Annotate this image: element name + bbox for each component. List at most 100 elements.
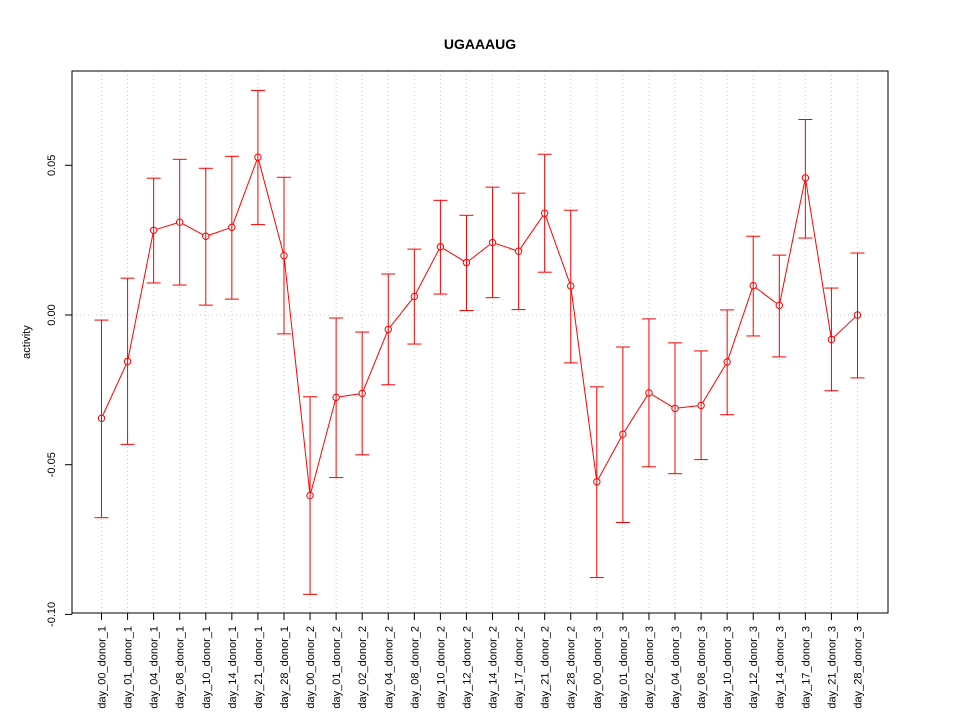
x-tick-label: day_12_donor_3 [748, 626, 760, 709]
data-point [384, 325, 392, 334]
x-tick-label: day_14_donor_3 [774, 626, 786, 709]
data-point [488, 238, 497, 247]
x-tick-label: day_04_donor_1 [149, 626, 161, 709]
series-line-segment [833, 316, 856, 338]
series-line-segment [339, 393, 360, 398]
data-point [280, 252, 288, 260]
x-tick-label: day_00_donor_2 [305, 626, 317, 709]
data-point [593, 478, 601, 486]
x-tick-label: day_21_donor_2 [540, 626, 552, 709]
x-tick-label: day_10_donor_2 [435, 626, 447, 709]
x-tick-label: day_17_donor_2 [514, 626, 526, 709]
data-point [540, 209, 549, 217]
series-line-segment [258, 160, 284, 253]
data-series [94, 89, 865, 595]
series-line-segment [156, 222, 177, 230]
data-point [801, 174, 810, 182]
series-line-segment [310, 400, 336, 493]
data-point [567, 282, 575, 290]
data-point [671, 404, 679, 413]
x-tick-label: day_17_donor_3 [800, 626, 812, 709]
x-tick-label: day_14_donor_2 [488, 626, 500, 709]
x-tick-label: day_21_donor_1 [253, 626, 265, 709]
x-tick-label: day_28_donor_2 [566, 626, 578, 709]
series-line-segment [232, 160, 258, 225]
data-point [775, 301, 783, 310]
x-tick-label: day_01_donor_3 [618, 626, 630, 709]
data-point [306, 491, 314, 500]
x-axis: day_00_donor_1 day_01_donor_1 day_04_donor… [97, 612, 865, 709]
x-tick-label: day_10_donor_3 [722, 626, 734, 709]
x-tick-label: day_00_donor_3 [592, 626, 604, 709]
plot-frame [71, 70, 889, 614]
series-line-segment [651, 394, 673, 408]
series-line-segment [624, 395, 648, 432]
y-tick-label: 0.00 [46, 304, 58, 325]
series-line-segment [415, 249, 440, 294]
series-line-segment [779, 180, 806, 303]
data-point [228, 223, 236, 231]
x-tick-label: day_28_donor_3 [853, 626, 865, 709]
series-line-segment [102, 364, 127, 416]
data-point [645, 389, 653, 397]
x-tick-label: day_10_donor_1 [201, 626, 213, 709]
x-tick-label: day_02_donor_3 [644, 626, 656, 709]
y-tick-label: -0.05 [46, 452, 58, 477]
series-line-segment [389, 298, 413, 328]
x-tick-label: day_08_donor_3 [696, 626, 708, 709]
x-tick-label: day_08_donor_2 [409, 626, 421, 709]
x-tick-label: day_01_donor_2 [331, 626, 343, 709]
data-point [202, 232, 210, 240]
series-line-segment [283, 258, 311, 493]
series-line-segment [727, 288, 753, 360]
series-line-segment [805, 180, 832, 337]
x-tick-label: day_01_donor_1 [123, 626, 135, 709]
data-point [619, 430, 627, 438]
data-point [332, 393, 340, 402]
series-line-segment [208, 227, 229, 236]
series-line-segment [520, 215, 544, 249]
series-line-segment [127, 233, 154, 359]
data-point [176, 218, 184, 226]
data-point [254, 153, 262, 161]
series-line-segment [362, 332, 388, 391]
data-point [462, 258, 471, 267]
grid-lines [72, 71, 888, 613]
series-line-segment [495, 243, 516, 251]
series-line-segment [468, 244, 491, 262]
data-point [97, 414, 106, 422]
y-tick-label: 0.05 [46, 155, 58, 176]
data-point [514, 247, 523, 255]
x-tick-label: day_28_donor_1 [279, 626, 291, 709]
data-point [697, 401, 705, 410]
data-point [410, 292, 419, 301]
series-line-segment [755, 287, 778, 304]
series-line-segment [597, 436, 622, 480]
y-axis: -0.10 -0.05 0.00 0.05 [46, 155, 73, 627]
data-point [436, 243, 445, 251]
x-tick-label: day_12_donor_2 [461, 626, 473, 709]
data-point [853, 311, 862, 319]
y-axis-label: activity [21, 325, 33, 359]
data-point [358, 389, 366, 398]
x-tick-label: day_00_donor_1 [97, 626, 109, 709]
x-tick-label: day_21_donor_3 [826, 626, 838, 709]
series-line-segment [678, 405, 698, 409]
data-point [723, 358, 731, 366]
y-tick-label: -0.10 [46, 602, 58, 627]
chart-title: UGAAAUG [444, 36, 516, 52]
series-line-segment [570, 289, 597, 479]
series-line-segment [182, 223, 204, 236]
series-line-segment [545, 216, 571, 284]
series-line-segment [442, 247, 464, 262]
x-tick-label: day_08_donor_1 [175, 626, 187, 709]
x-tick-label: day_14_donor_1 [227, 626, 239, 709]
series-line-segment [702, 364, 726, 403]
x-tick-label: day_04_donor_3 [670, 626, 682, 709]
x-tick-label: day_04_donor_2 [383, 626, 395, 709]
data-point [149, 226, 158, 234]
data-point [827, 335, 836, 344]
data-point [123, 357, 132, 366]
data-point [749, 281, 757, 290]
